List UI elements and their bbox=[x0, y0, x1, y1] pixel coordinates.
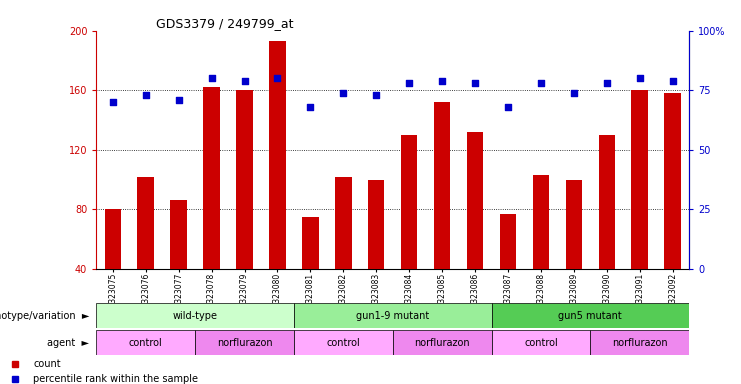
Bar bbox=[434, 102, 451, 269]
Text: norflurazon: norflurazon bbox=[216, 338, 273, 348]
Bar bbox=[236, 90, 253, 269]
Point bbox=[667, 78, 679, 84]
Point bbox=[502, 104, 514, 110]
Text: control: control bbox=[524, 338, 558, 348]
Bar bbox=[104, 209, 121, 269]
Point bbox=[337, 89, 349, 96]
Text: wild-type: wild-type bbox=[173, 311, 218, 321]
Text: genotype/variation  ►: genotype/variation ► bbox=[0, 311, 89, 321]
Bar bbox=[491, 303, 689, 328]
Text: control: control bbox=[129, 338, 162, 348]
Bar bbox=[294, 303, 491, 328]
Bar bbox=[631, 90, 648, 269]
Point bbox=[469, 80, 481, 86]
Point bbox=[601, 80, 613, 86]
Text: gun5 mutant: gun5 mutant bbox=[559, 311, 622, 321]
Bar bbox=[195, 330, 294, 355]
Bar bbox=[591, 330, 689, 355]
Text: agent  ►: agent ► bbox=[47, 338, 89, 348]
Text: norflurazon: norflurazon bbox=[612, 338, 668, 348]
Point bbox=[305, 104, 316, 110]
Text: percentile rank within the sample: percentile rank within the sample bbox=[33, 374, 199, 384]
Bar bbox=[368, 180, 385, 269]
Point bbox=[107, 99, 119, 105]
Bar bbox=[203, 87, 220, 269]
Bar bbox=[294, 330, 393, 355]
Point bbox=[403, 80, 415, 86]
Bar bbox=[138, 177, 154, 269]
Text: GDS3379 / 249799_at: GDS3379 / 249799_at bbox=[156, 17, 293, 30]
Bar bbox=[302, 217, 319, 269]
Point bbox=[271, 75, 283, 81]
Bar bbox=[665, 93, 681, 269]
Bar bbox=[96, 330, 195, 355]
Point bbox=[370, 92, 382, 98]
Point bbox=[634, 75, 645, 81]
Bar bbox=[96, 303, 294, 328]
Point bbox=[436, 78, 448, 84]
Text: count: count bbox=[33, 359, 61, 369]
Bar bbox=[565, 180, 582, 269]
Bar bbox=[499, 214, 516, 269]
Point bbox=[206, 75, 218, 81]
Point bbox=[239, 78, 250, 84]
Bar bbox=[335, 177, 351, 269]
Bar bbox=[467, 132, 483, 269]
Text: norflurazon: norflurazon bbox=[414, 338, 470, 348]
Bar bbox=[599, 135, 615, 269]
Bar bbox=[269, 41, 286, 269]
Bar bbox=[393, 330, 491, 355]
Text: control: control bbox=[327, 338, 360, 348]
Bar bbox=[491, 330, 591, 355]
Bar bbox=[533, 175, 549, 269]
Point bbox=[568, 89, 579, 96]
Point bbox=[140, 92, 152, 98]
Bar bbox=[401, 135, 417, 269]
Text: gun1-9 mutant: gun1-9 mutant bbox=[356, 311, 429, 321]
Point bbox=[535, 80, 547, 86]
Bar bbox=[170, 200, 187, 269]
Point bbox=[173, 97, 185, 103]
